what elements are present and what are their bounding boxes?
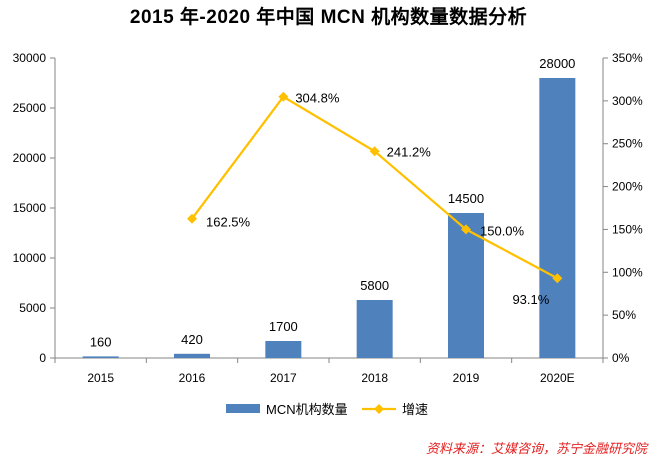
line-point: [461, 224, 471, 235]
source-note: 资料来源：艾媒咨询，苏宁金融研究院: [425, 441, 647, 456]
x-tick-label: 2016: [179, 371, 206, 385]
bar: [174, 353, 210, 358]
bar: [356, 300, 393, 358]
bar-series: [82, 78, 576, 358]
y-right-tick-label: 0%: [612, 351, 630, 365]
line-path: [191, 95, 558, 280]
bar-data-label: 14500: [448, 191, 484, 206]
line-point: [187, 213, 197, 224]
data-labels: 160 420 1700 5800 14500 28000 162.5% 304.8% 241.…: [90, 56, 576, 349]
y-right-tick-label: 50%: [612, 308, 636, 322]
x-tick-label: 2015: [87, 371, 114, 385]
y-left-tick-label: 10000: [13, 251, 47, 265]
bar-data-label: 5800: [360, 278, 389, 293]
legend-bar-swatch: [226, 404, 260, 413]
legend-line-marker: [374, 404, 384, 414]
x-tick-label: 2019: [453, 371, 480, 385]
y-left-tick-label: 0: [39, 351, 46, 365]
y-left-tick-label: 25000: [13, 101, 47, 115]
bar: [82, 356, 119, 358]
y-right-tick-label: 250%: [612, 137, 643, 151]
bar-data-label: 1700: [269, 319, 298, 334]
bar: [265, 341, 302, 358]
bar: [448, 213, 484, 358]
y-left-tick-label: 30000: [13, 51, 47, 65]
y-right-tick-label: 300%: [612, 94, 643, 108]
x-tick-label: 2017: [270, 371, 297, 385]
legend-bar-label: MCN机构数量: [266, 402, 348, 417]
tick-labels: 0 5000 10000 15000 20000 25000 30000 0% 50% 100% 1…: [13, 51, 643, 385]
line-data-label: 241.2%: [387, 144, 432, 159]
bar-data-label: 28000: [539, 56, 575, 71]
line-data-label: 304.8%: [295, 91, 340, 106]
chart-title: 2015 年-2020 年中国 MCN 机构数量数据分析: [129, 7, 528, 28]
y-left-tick-label: 5000: [19, 301, 46, 315]
y-right-tick-label: 100%: [612, 265, 643, 279]
y-left-tick-label: 15000: [13, 201, 47, 215]
x-tick-label: 2018: [361, 371, 388, 385]
line-series: [187, 91, 563, 284]
bar-data-label: 420: [181, 332, 203, 347]
y-left-tick-label: 20000: [13, 151, 47, 165]
legend: MCN机构数量 增速: [226, 402, 428, 417]
line-point: [552, 273, 563, 284]
line-point: [278, 91, 289, 102]
line-data-label: 150.0%: [480, 223, 525, 238]
x-tick-label: 2020E: [540, 371, 575, 385]
bar-data-label: 160: [90, 334, 112, 349]
axes: [50, 57, 608, 363]
bar: [539, 78, 576, 358]
line-data-label: 93.1%: [512, 292, 549, 307]
line-data-label: 162.5%: [206, 215, 251, 230]
y-right-tick-label: 200%: [612, 180, 643, 194]
legend-line-label: 增速: [402, 402, 428, 417]
line-point: [369, 146, 380, 157]
y-right-tick-label: 350%: [612, 51, 643, 65]
y-right-tick-label: 150%: [612, 222, 643, 236]
